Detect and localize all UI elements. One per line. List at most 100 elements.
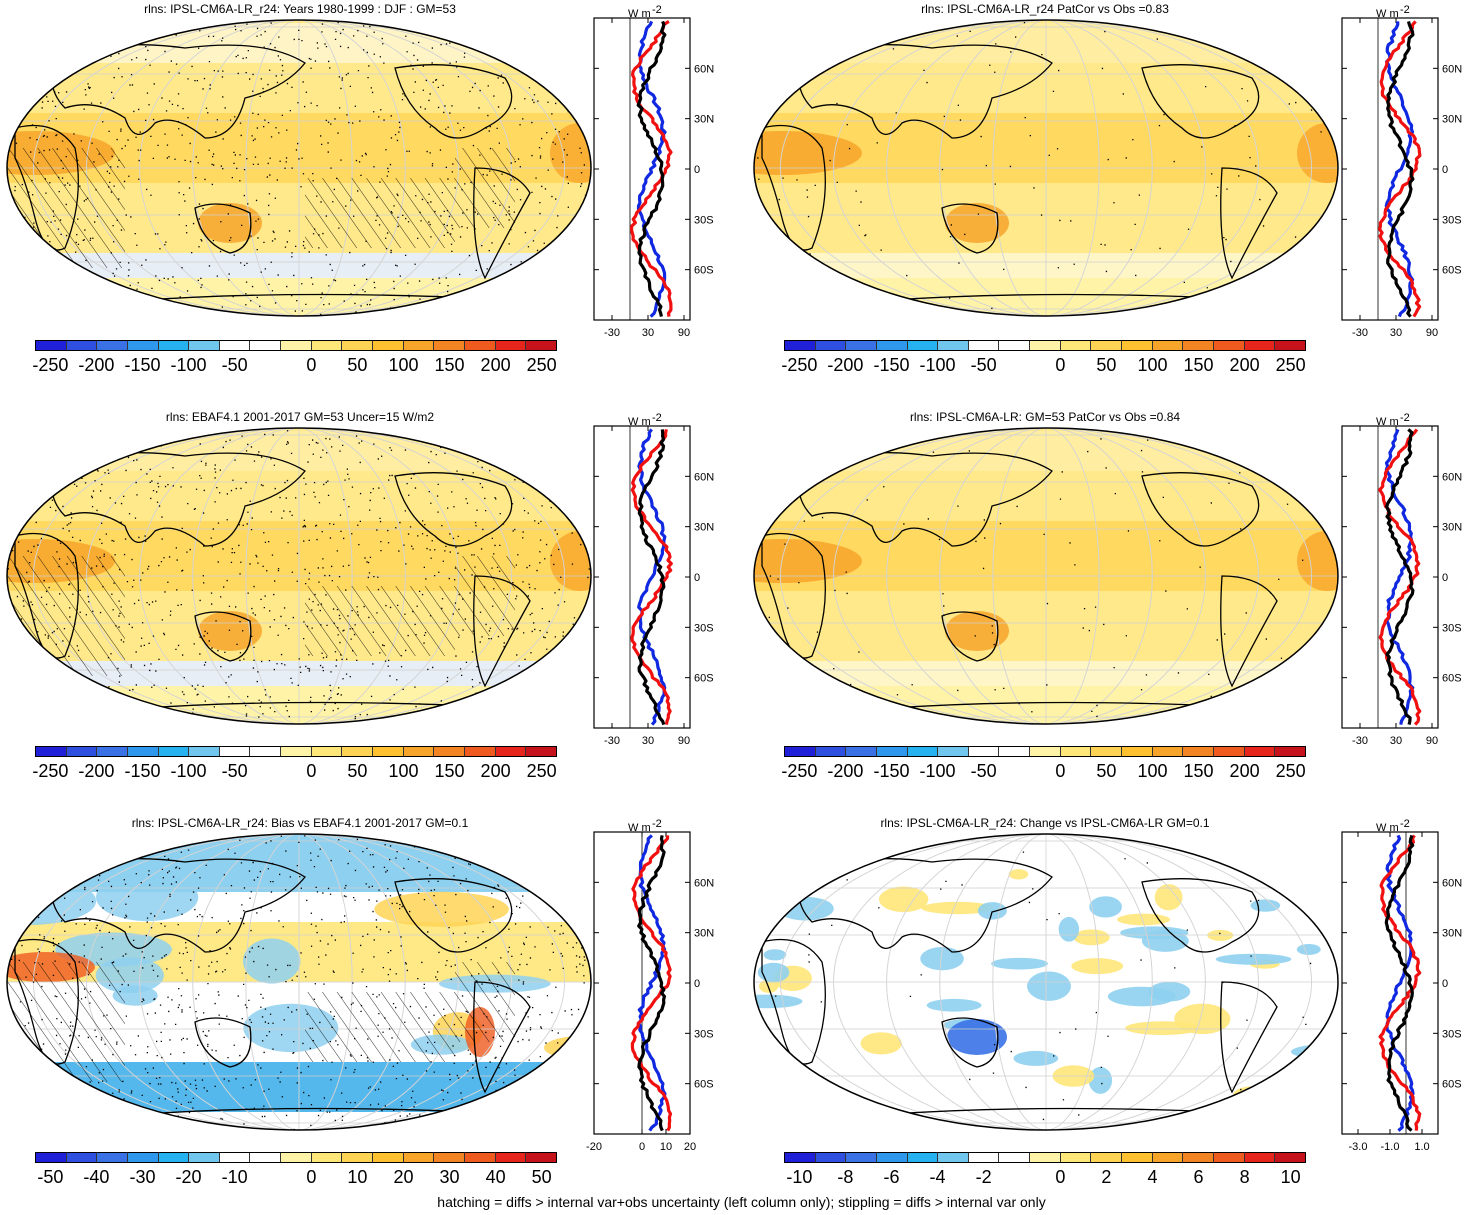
colorbar-labels: -250 -200 -150 -100 -50 0 50 100 150 200 250 <box>781 355 1306 377</box>
profile-x-tick-label: 20 <box>684 1141 696 1153</box>
colorbar-tick-label: 250 <box>526 355 557 375</box>
profile-x-tick-label: 90 <box>678 735 690 747</box>
colorbar-swatch <box>66 1153 98 1162</box>
colorbar-swatch <box>526 747 556 756</box>
colorbar-tick-label: -100 <box>919 355 956 375</box>
colorbar-tick-label: -10 <box>221 1167 248 1187</box>
colorbar-swatch <box>526 341 556 350</box>
profile-x-tick-label: 90 <box>678 327 690 339</box>
colorbar-tick-label: 2 <box>1101 1167 1112 1187</box>
profile-x-tick-label: -1.0 <box>1381 1141 1400 1153</box>
colorbar-swatch <box>403 341 435 350</box>
profile-series-black <box>1386 20 1415 318</box>
colorbar-tick-label: -150 <box>873 355 910 375</box>
profile-lat-label: 60S <box>1442 1079 1462 1091</box>
colorbar-swatch <box>815 341 847 350</box>
colorbar-swatch <box>785 747 816 756</box>
profile-lat-label: 60S <box>694 673 714 685</box>
profile-lat-label: 30S <box>694 1028 714 1040</box>
colorbar <box>784 1152 1306 1163</box>
profile-series-black <box>1385 428 1415 725</box>
colorbar-swatch <box>36 1153 67 1162</box>
zonal-profile: W m -2 60N 30N 0 30S 60S -20 0 10 20 <box>586 818 714 1153</box>
colorbar-tick-label: 200 <box>1229 355 1260 375</box>
colorbar-tick-label: -50 <box>221 761 248 781</box>
panel-title: rlns: IPSL-CM6A-LR_r24: Bias vs EBAF4.1 … <box>131 816 469 830</box>
colorbar-swatch <box>999 747 1031 756</box>
profile-x-tick-label: 1.0 <box>1414 1141 1429 1153</box>
colorbar-tick-label: 150 <box>1183 355 1214 375</box>
colorbar-swatch <box>127 747 159 756</box>
colorbar-tick-label: -100 <box>919 761 956 781</box>
colorbar-swatch <box>1122 747 1153 756</box>
colorbar-swatch <box>907 747 939 756</box>
colorbar-swatch <box>968 747 1000 756</box>
profile-x-tick-label: 30 <box>642 735 654 747</box>
colorbar-swatch <box>1213 747 1245 756</box>
colorbar-labels: -250 -200 -150 -100 -50 0 50 100 150 200 250 <box>32 761 557 783</box>
map-plot <box>753 427 1339 725</box>
colorbar-swatch <box>1183 341 1214 350</box>
colorbar-swatch <box>66 747 98 756</box>
colorbar-swatch <box>464 341 496 350</box>
profile-lat-label: 60N <box>694 877 714 889</box>
colorbar-swatch <box>876 747 908 756</box>
colorbar-swatch <box>36 341 67 350</box>
colorbar-tick-label: -250 <box>32 355 69 375</box>
panel-title: rlns: IPSL-CM6A-LR: GM=53 PatCor vs Obs … <box>909 410 1181 424</box>
profile-unit-superscript: -2 <box>1400 412 1410 424</box>
colorbar-tick-label: 100 <box>388 355 419 375</box>
profile-lat-label: 0 <box>1442 978 1448 990</box>
colorbar-swatch <box>403 1153 435 1162</box>
colorbar-swatch <box>434 747 465 756</box>
profile-lat-label: 0 <box>1442 572 1448 584</box>
profile-lat-label: 0 <box>1442 164 1448 176</box>
colorbar-swatch <box>876 1153 908 1162</box>
colorbar-tick-label: -2 <box>975 1167 992 1187</box>
colorbar-tick-label: 20 <box>393 1167 414 1187</box>
profile-unit-superscript: -2 <box>652 818 662 830</box>
colorbar-swatch <box>1152 1153 1184 1162</box>
profile-lat-label: 0 <box>694 572 700 584</box>
colorbar-swatch <box>1275 341 1305 350</box>
colorbar-swatch <box>999 341 1031 350</box>
map-plot <box>6 19 592 317</box>
profile-lat-label: 30N <box>694 522 714 534</box>
colorbar-tick-label: -150 <box>124 761 161 781</box>
colorbar <box>784 340 1306 351</box>
map-plot <box>753 833 1339 1131</box>
profile-unit-label: W m <box>1376 822 1399 834</box>
profile-unit-label: W m <box>628 8 651 20</box>
colorbar-swatch <box>464 747 496 756</box>
colorbar-tick-label: 30 <box>439 1167 460 1187</box>
colorbar-swatch <box>189 341 220 350</box>
panel-title: rlns: IPSL-CM6A-LR_r24: Years 1980-1999 … <box>144 2 456 16</box>
panel-title: rlns: IPSL-CM6A-LR_r24: Change vs IPSL-C… <box>880 816 1210 830</box>
colorbar-swatch <box>815 747 847 756</box>
colorbar-swatch <box>281 1153 312 1162</box>
profile-x-tick-label: -30 <box>1352 735 1368 747</box>
colorbar-tick-label: 50 <box>347 355 368 375</box>
colorbar-swatch <box>907 1153 939 1162</box>
profile-x-tick-label: -20 <box>586 1141 602 1153</box>
colorbar-swatch <box>1213 1153 1245 1162</box>
colorbar-swatch <box>97 341 128 350</box>
colorbar-labels: -250 -200 -150 -100 -50 0 50 100 150 200 250 <box>781 761 1306 783</box>
profile-lat-label: 60N <box>1442 63 1462 75</box>
colorbar-swatch <box>1152 747 1184 756</box>
colorbar-swatch <box>1122 341 1153 350</box>
profile-series-red <box>1378 20 1422 318</box>
colorbar-swatch <box>495 341 527 350</box>
colorbar-swatch <box>97 1153 128 1162</box>
colorbar-tick-label: 200 <box>1229 761 1260 781</box>
profile-lat-label: 0 <box>694 978 700 990</box>
colorbar-swatch <box>999 1153 1031 1162</box>
colorbar-swatch <box>785 1153 816 1162</box>
profile-lat-label: 30N <box>1442 928 1462 940</box>
colorbar-tick-label: -250 <box>781 761 818 781</box>
colorbar-tick-label: 0 <box>1055 1167 1066 1187</box>
colorbar-tick-label: -30 <box>129 1167 156 1187</box>
profile-lat-label: 30S <box>1442 1028 1462 1040</box>
profile-series-blue <box>636 20 667 318</box>
colorbar-swatch <box>66 341 98 350</box>
